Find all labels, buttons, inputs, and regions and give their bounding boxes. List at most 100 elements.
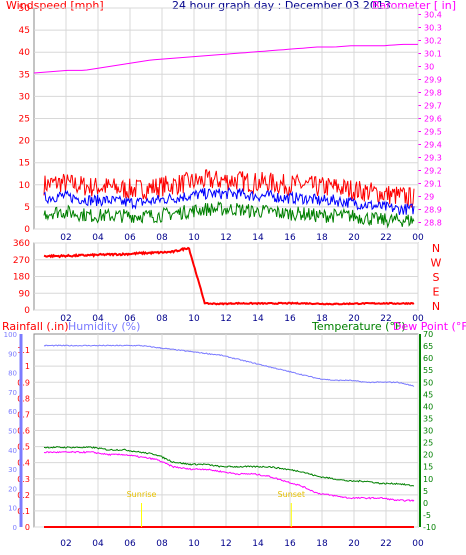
rain-y-tick-label: 0 <box>25 523 30 532</box>
rain-y-tick-label: 0.2 <box>17 491 30 500</box>
temperature-y-tick-label: 70 <box>423 330 433 339</box>
barometer-axis-title: Barometer [ in] <box>372 0 456 12</box>
wind-direction-series-line <box>43 246 415 306</box>
humidity-series-line <box>43 344 415 387</box>
wind-x-tick-label: 12 <box>220 233 231 243</box>
wind-y-tick-label: 30 <box>19 92 31 102</box>
wind-x-tick-label: 02 <box>60 233 71 243</box>
sunrise-marker-label: Sunrise <box>127 490 157 499</box>
humidity-y-tick-label: 40 <box>8 447 17 455</box>
barometer-y-tick-label: 29.5 <box>424 128 442 137</box>
direction-x-tick-label: 04 <box>92 314 104 324</box>
wind-x-tick-label: 20 <box>348 233 360 243</box>
temperature-y-tick-label: 15 <box>423 463 433 472</box>
barometer-y-tick-label: 29 <box>424 193 434 202</box>
humidity-y-tick-label: 100 <box>4 331 17 339</box>
temperature-y-tick-label: 50 <box>423 378 433 387</box>
barometer-y-tick-label: 29.3 <box>424 154 442 163</box>
direction-y-tick-label: 90 <box>19 289 31 299</box>
barometer-y-tick-label: 30.1 <box>424 50 442 59</box>
temperature-y-tick-label: 60 <box>423 354 433 363</box>
dewpoint-axis-title: Dew Point (°F) <box>393 320 466 333</box>
dewpoint-series-line <box>43 450 415 502</box>
temperature-y-tick-label: 25 <box>423 439 433 448</box>
temp-x-tick-label: 22 <box>380 539 391 549</box>
wind-x-tick-label: 22 <box>380 233 391 243</box>
wind-y-tick-label: 40 <box>19 48 31 58</box>
temp-x-tick-label: 02 <box>60 539 71 549</box>
wind-y-tick-label: 50 <box>19 4 31 14</box>
wind-x-tick-label: 06 <box>124 233 136 243</box>
direction-x-tick-label: 18 <box>316 314 328 324</box>
direction-compass-label: S <box>433 271 440 284</box>
temperature-y-tick-label: -10 <box>423 523 436 532</box>
direction-x-tick-label: 00 <box>412 314 424 324</box>
wind-y-tick-label: 20 <box>19 137 31 147</box>
temp-x-tick-label: 12 <box>220 539 231 549</box>
rain-y-tick-label: 0.8 <box>17 394 30 403</box>
wind-x-tick-label: 10 <box>188 233 200 243</box>
temperature-y-tick-label: 55 <box>423 366 433 375</box>
barometer-y-tick-label: 28.9 <box>424 206 442 215</box>
direction-compass-label: N <box>432 300 440 313</box>
rain-y-tick-label: 0.7 <box>17 410 30 419</box>
wind-y-tick-label: 10 <box>19 181 31 191</box>
barometer-y-tick-label: 30 <box>424 63 434 72</box>
direction-y-tick-label: 180 <box>13 273 30 283</box>
sunset-marker-label: Sunset <box>278 490 305 499</box>
wind-x-tick-label: 14 <box>252 233 264 243</box>
wind-x-tick-label: 00 <box>412 233 424 243</box>
humidity-y-tick-label: 60 <box>8 408 17 416</box>
temp-x-tick-label: 20 <box>348 539 360 549</box>
barometer-y-tick-label: 29.6 <box>424 115 442 124</box>
barometer-y-tick-label: 29.1 <box>424 180 442 189</box>
humidity-y-tick-label: 50 <box>8 428 17 436</box>
barometer-y-tick-label: 29.4 <box>424 141 442 150</box>
temperature-y-tick-label: 45 <box>423 390 433 399</box>
wind-axis-title: Windspeed [mph] <box>6 0 104 12</box>
direction-compass-label: N <box>432 242 440 255</box>
wind-x-tick-label: 18 <box>316 233 328 243</box>
temperature-axis-title: Temperature (°F) <box>311 320 406 333</box>
temperature-y-tick-label: 10 <box>423 475 433 484</box>
wind-y-tick-label: 15 <box>19 159 30 169</box>
temp-x-tick-label: 10 <box>188 539 200 549</box>
rain-y-tick-label: 1 <box>25 362 30 371</box>
rain-y-tick-label: 1.1 <box>17 346 30 355</box>
temp-x-tick-label: 00 <box>412 539 424 549</box>
rain-y-tick-label: 0.1 <box>17 507 30 516</box>
rain-y-tick-label: 0.3 <box>17 475 30 484</box>
wind-y-tick-label: 45 <box>19 26 30 36</box>
humidity-y-tick-label: 80 <box>8 370 17 378</box>
rainfall-axis-title: Rainfall (.in) <box>2 320 69 333</box>
temperature-y-tick-label: 65 <box>423 342 433 351</box>
direction-x-tick-label: 14 <box>252 314 264 324</box>
rain-y-tick-label: 0.6 <box>17 427 30 436</box>
temp-x-tick-label: 06 <box>124 539 136 549</box>
humidity-y-tick-label: 10 <box>8 505 17 513</box>
temperature-series-line <box>43 446 415 487</box>
wind-y-tick-label: 0 <box>24 225 30 235</box>
wind-x-tick-label: 16 <box>284 233 296 243</box>
wind-low-series-line <box>43 200 415 229</box>
direction-x-tick-label: 02 <box>60 314 71 324</box>
temperature-y-tick-label: 35 <box>423 414 433 423</box>
humidity-y-tick-label: 20 <box>8 485 17 493</box>
direction-y-tick-label: 270 <box>13 256 30 266</box>
wind-y-tick-label: 35 <box>19 70 30 80</box>
barometer-y-tick-label: 30.2 <box>424 37 442 46</box>
humidity-axis-title: Humidity (%) <box>68 320 140 333</box>
barometer-y-tick-label: 29.2 <box>424 167 442 176</box>
barometer-series-line <box>33 43 418 74</box>
rain-y-tick-label: 0.4 <box>17 459 30 468</box>
direction-y-tick-label: 0 <box>24 306 30 316</box>
direction-x-tick-label: 20 <box>348 314 360 324</box>
humidity-y-tick-label: 70 <box>8 389 17 397</box>
humidity-y-tick-label: 90 <box>8 350 17 358</box>
gust-series-line <box>43 169 415 208</box>
barometer-y-tick-label: 29.8 <box>424 89 442 98</box>
temp-x-tick-label: 18 <box>316 539 328 549</box>
barometer-y-tick-label: 30.4 <box>424 11 442 20</box>
direction-x-tick-label: 16 <box>284 314 296 324</box>
